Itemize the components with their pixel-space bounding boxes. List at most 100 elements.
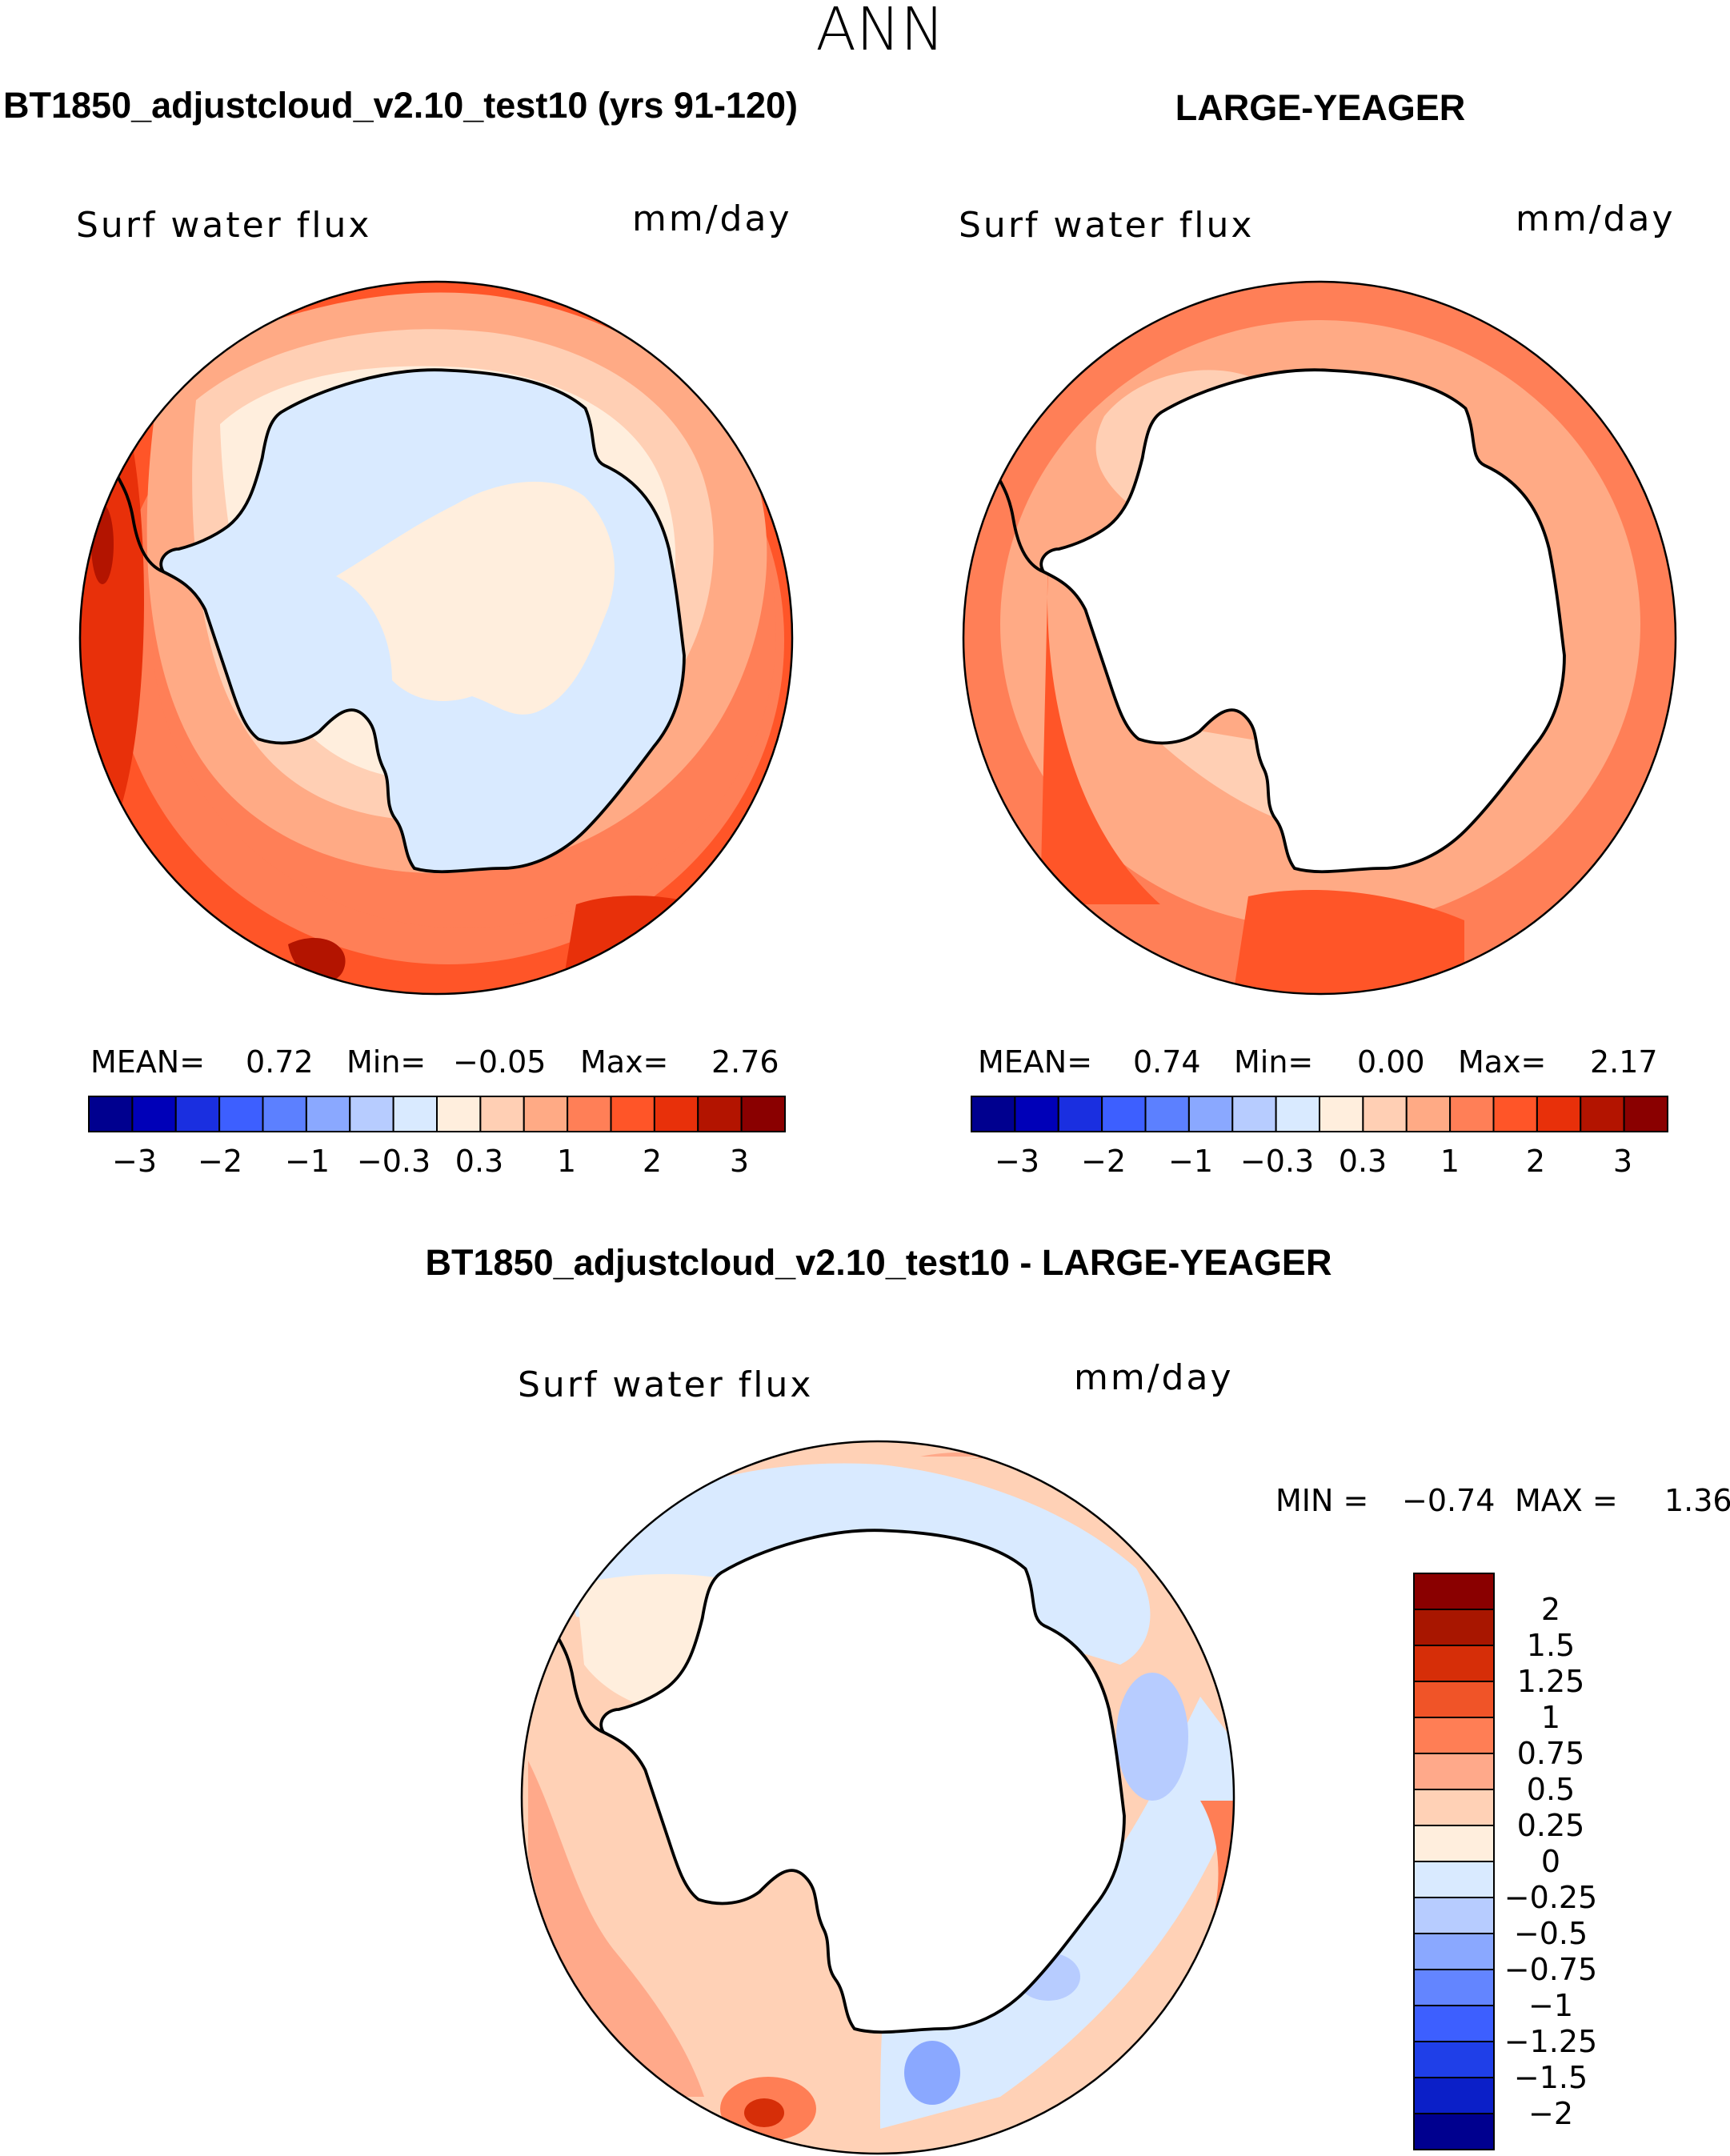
colorbar-swatch: [305, 1096, 351, 1132]
colorbar-swatch: [1413, 1825, 1495, 1862]
colorbar-swatch: [523, 1096, 569, 1132]
colorbar-swatch: [1057, 1096, 1103, 1132]
panel3-tick: −0.25: [1504, 1880, 1597, 1915]
colorbar-swatch: [653, 1096, 699, 1132]
panel3-colorbar-ticks: 2 1.5 1.25 1 0.75 0.5 0.25 0 −0.25 −0.5 …: [1504, 1592, 1597, 2131]
panel1-tick: 0.3: [455, 1144, 503, 1179]
colorbar-swatch: [1449, 1096, 1495, 1132]
colorbar-swatch: [392, 1096, 438, 1132]
colorbar-swatch: [1231, 1096, 1277, 1132]
colorbar-swatch: [1413, 2077, 1495, 2114]
panel1-min: −0.05: [453, 1044, 546, 1080]
colorbar-swatch: [1623, 1096, 1668, 1132]
colorbar-swatch: [1413, 1573, 1495, 1610]
panel3-map: [522, 1441, 1234, 2154]
season-title: ANN: [815, 0, 944, 64]
colorbar-swatch: [1413, 1897, 1495, 1934]
panel1-title: BT1850_adjustcloud_v2.10_test10 (yrs 91-…: [3, 85, 798, 126]
panel2-mean-label: MEAN=: [978, 1044, 1092, 1080]
colorbar-swatch: [971, 1096, 1016, 1132]
panel3-units: mm/day: [1074, 1357, 1233, 1398]
colorbar-swatch: [174, 1096, 221, 1132]
colorbar-swatch: [1413, 1969, 1495, 2006]
panel2-mean: 0.74: [1133, 1044, 1201, 1080]
panel1-tick: −3: [112, 1144, 157, 1179]
panel2-tick: −2: [1081, 1144, 1126, 1179]
panel3-tick: 0: [1541, 1844, 1560, 1879]
colorbar-swatch: [1187, 1096, 1234, 1132]
colorbar-swatch: [1319, 1096, 1364, 1132]
colorbar-swatch: [262, 1096, 307, 1132]
colorbar-swatch: [1580, 1096, 1625, 1132]
panel2-tick: 2: [1526, 1144, 1545, 1179]
colorbar-swatch: [1362, 1096, 1408, 1132]
panel2-variable: Surf water flux: [959, 205, 1254, 246]
colorbar-swatch: [349, 1096, 394, 1132]
colorbar-swatch: [1413, 1933, 1495, 1970]
panel3-title: BT1850_adjustcloud_v2.10_test10 - LARGE-…: [426, 1242, 1332, 1283]
panel3-tick: −0.75: [1504, 1952, 1597, 1987]
panel1-tick: −0.3: [357, 1144, 430, 1179]
panel2-colorbar: [971, 1096, 1668, 1132]
panel1-units: mm/day: [632, 198, 791, 239]
panel3-stats: MIN = −0.74 MAX = 1.36: [1275, 1483, 1730, 1518]
panel1-tick: 2: [643, 1144, 662, 1179]
colorbar-swatch: [479, 1096, 525, 1132]
colorbar-swatch: [131, 1096, 177, 1132]
colorbar-swatch: [567, 1096, 612, 1132]
panel3-tick: −1.25: [1504, 2024, 1597, 2059]
colorbar-swatch: [1413, 1861, 1495, 1898]
panel1-min-label: Min=: [346, 1044, 426, 1080]
panel3-tick: −0.5: [1514, 1916, 1588, 1951]
colorbar-swatch: [218, 1096, 264, 1132]
panel3-tick: 2: [1541, 1592, 1560, 1627]
panel2-stats: MEAN= 0.74 Min= 0.00 Max= 2.17: [978, 1044, 1658, 1080]
panel2-min: 0.00: [1357, 1044, 1425, 1080]
panel1-tick: 3: [730, 1144, 749, 1179]
colorbar-swatch: [1413, 1753, 1495, 1790]
colorbar-swatch: [1536, 1096, 1582, 1132]
panel2-min-label: Min=: [1234, 1044, 1313, 1080]
colorbar-swatch: [1492, 1096, 1538, 1132]
colorbar-swatch: [1413, 1681, 1495, 1718]
panel2-map: [963, 282, 1676, 994]
panel3-tick: 1.5: [1527, 1628, 1575, 1663]
colorbar-swatch: [1275, 1096, 1320, 1132]
colorbar-swatch: [1405, 1096, 1452, 1132]
colorbar-swatch: [1413, 1789, 1495, 1826]
panel2-tick: 1: [1440, 1144, 1460, 1179]
panel1-mean: 0.72: [246, 1044, 314, 1080]
colorbar-swatch: [610, 1096, 655, 1132]
colorbar-swatch: [1014, 1096, 1059, 1132]
panel3-tick: 0.5: [1527, 1772, 1575, 1807]
panel3-max-label: MAX =: [1515, 1483, 1618, 1518]
panel1-colorbar: [88, 1096, 786, 1132]
colorbar-swatch: [1101, 1096, 1147, 1132]
panel2-tick: −1: [1168, 1144, 1213, 1179]
panel3-tick: 0.75: [1517, 1736, 1585, 1771]
colorbar-swatch: [697, 1096, 743, 1132]
panel1-tick: −2: [198, 1144, 242, 1179]
panel2-tick: 3: [1613, 1144, 1632, 1179]
panel2-tick: 0.3: [1339, 1144, 1387, 1179]
colorbar-swatch: [1413, 2005, 1495, 2042]
panel2-tick: −0.3: [1240, 1144, 1314, 1179]
panel2-max: 2.17: [1590, 1044, 1658, 1080]
panel2-title: LARGE-YEAGER: [1175, 87, 1466, 128]
panel3-colorbar: [1413, 1573, 1495, 2150]
panel3-tick: 0.25: [1517, 1808, 1585, 1843]
colorbar-swatch: [1413, 1609, 1495, 1646]
panel1-variable: Surf water flux: [76, 205, 371, 246]
panel3-tick: 1.25: [1517, 1664, 1585, 1699]
panel1-tick: 1: [557, 1144, 576, 1179]
panel1-max-label: Max=: [580, 1044, 668, 1080]
panel2-max-label: Max=: [1458, 1044, 1546, 1080]
panel1-colorbar-ticks: −3 −2 −1 −0.3 0.3 1 2 3: [112, 1144, 749, 1179]
panel1-max: 2.76: [711, 1044, 779, 1080]
panel1-tick: −1: [285, 1144, 330, 1179]
colorbar-swatch: [1413, 1717, 1495, 1754]
panel3-tick: −1.5: [1514, 2060, 1588, 2095]
panel2-colorbar-ticks: −3 −2 −1 −0.3 0.3 1 2 3: [995, 1144, 1632, 1179]
panel3-tick: 1: [1541, 1700, 1560, 1735]
colorbar-swatch: [1413, 2041, 1495, 2078]
